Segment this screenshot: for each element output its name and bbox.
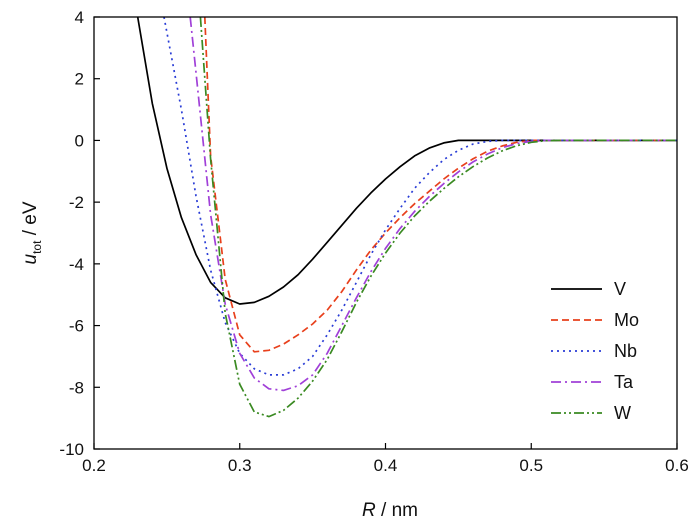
x-tick-label: 0.6	[665, 456, 689, 475]
x-tick-label: 0.3	[228, 456, 252, 475]
y-tick-label: -8	[69, 378, 84, 397]
x-tick-label: 0.4	[374, 456, 398, 475]
y-tick-label: -10	[59, 440, 84, 459]
y-tick-label: -4	[69, 255, 84, 274]
x-tick-label: 0.5	[519, 456, 543, 475]
legend-label-w: W	[614, 403, 631, 423]
series-line-mo	[203, 17, 677, 353]
plot-frame	[93, 16, 678, 450]
legend-label-v: V	[614, 279, 626, 299]
y-tick-label: 0	[75, 131, 84, 150]
series-line-ta	[189, 17, 677, 392]
y-axis-title: utot / eV	[20, 201, 44, 264]
legend-label-nb: Nb	[614, 341, 637, 361]
y-tick-label: -6	[69, 317, 84, 336]
legend-label-ta: Ta	[614, 372, 634, 392]
ticks-layer: 0.2 0.3 0.4 0.5 0.6 4 2 0 -2 -4 -6 -8 -10	[59, 8, 688, 475]
series-line-w	[199, 17, 677, 418]
series-layer	[136, 17, 677, 418]
series-line-v	[136, 17, 677, 305]
x-axis-title: R / nm	[362, 500, 418, 521]
y-tick-label: 4	[75, 8, 84, 27]
y-tick-label: 2	[75, 70, 84, 89]
x-tick-label: 0.2	[82, 456, 106, 475]
legend: V Mo Nb Ta W	[551, 279, 639, 423]
series-line-nb	[163, 17, 677, 376]
y-tick-label: -2	[69, 193, 84, 212]
legend-label-mo: Mo	[614, 310, 639, 330]
